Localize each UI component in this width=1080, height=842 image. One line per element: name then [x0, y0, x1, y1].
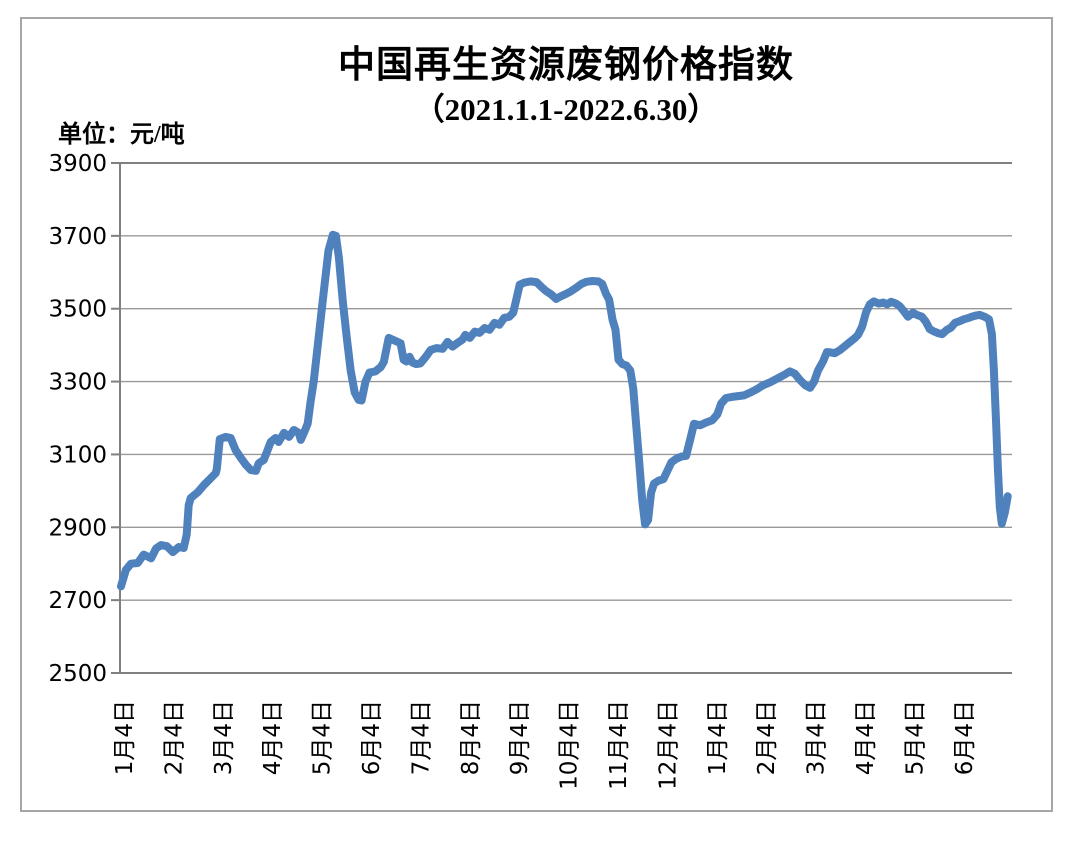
x-tick-label: 2月4日 [161, 700, 187, 775]
x-tick-label: 7月4日 [408, 700, 434, 775]
y-tick-label: 3700 [48, 224, 107, 250]
y-tick-label: 3100 [48, 442, 107, 468]
x-tick-label: 8月4日 [458, 700, 484, 775]
unit-label: 单位：元/吨 [58, 122, 185, 148]
x-tick-label: 2月4日 [754, 700, 780, 775]
x-tick-label: 10月4日 [557, 700, 583, 790]
y-tick-label: 2900 [48, 515, 107, 541]
x-tick-label: 4月4日 [853, 700, 879, 775]
x-tick-label: 4月4日 [260, 700, 286, 775]
x-tick-label: 5月4日 [902, 700, 928, 775]
x-tick-label: 6月4日 [952, 700, 978, 775]
x-tick-label: 5月4日 [310, 700, 336, 775]
x-tick-label: 3月4日 [211, 700, 237, 775]
y-tick-label: 3500 [48, 297, 107, 323]
y-tick-label: 2500 [48, 661, 107, 687]
x-tick-label: 6月4日 [359, 700, 385, 775]
y-tick-label: 3900 [48, 151, 107, 177]
y-tick-label: 2700 [48, 588, 107, 614]
x-tick-label: 1月4日 [112, 700, 138, 775]
chart-subtitle: （2021.1.1-2022.6.30） [413, 92, 719, 127]
chart-title: 中国再生资源废钢价格指数 [338, 45, 794, 86]
chart-outer-frame [20, 17, 1053, 812]
y-tick-label: 3300 [48, 370, 107, 396]
x-tick-label: 3月4日 [804, 700, 830, 775]
x-tick-label: 9月4日 [507, 700, 533, 775]
x-tick-label: 11月4日 [606, 700, 632, 790]
x-tick-label: 12月4日 [655, 700, 681, 790]
price-line-series [117, 230, 1012, 591]
x-tick-label: 1月4日 [705, 700, 731, 775]
